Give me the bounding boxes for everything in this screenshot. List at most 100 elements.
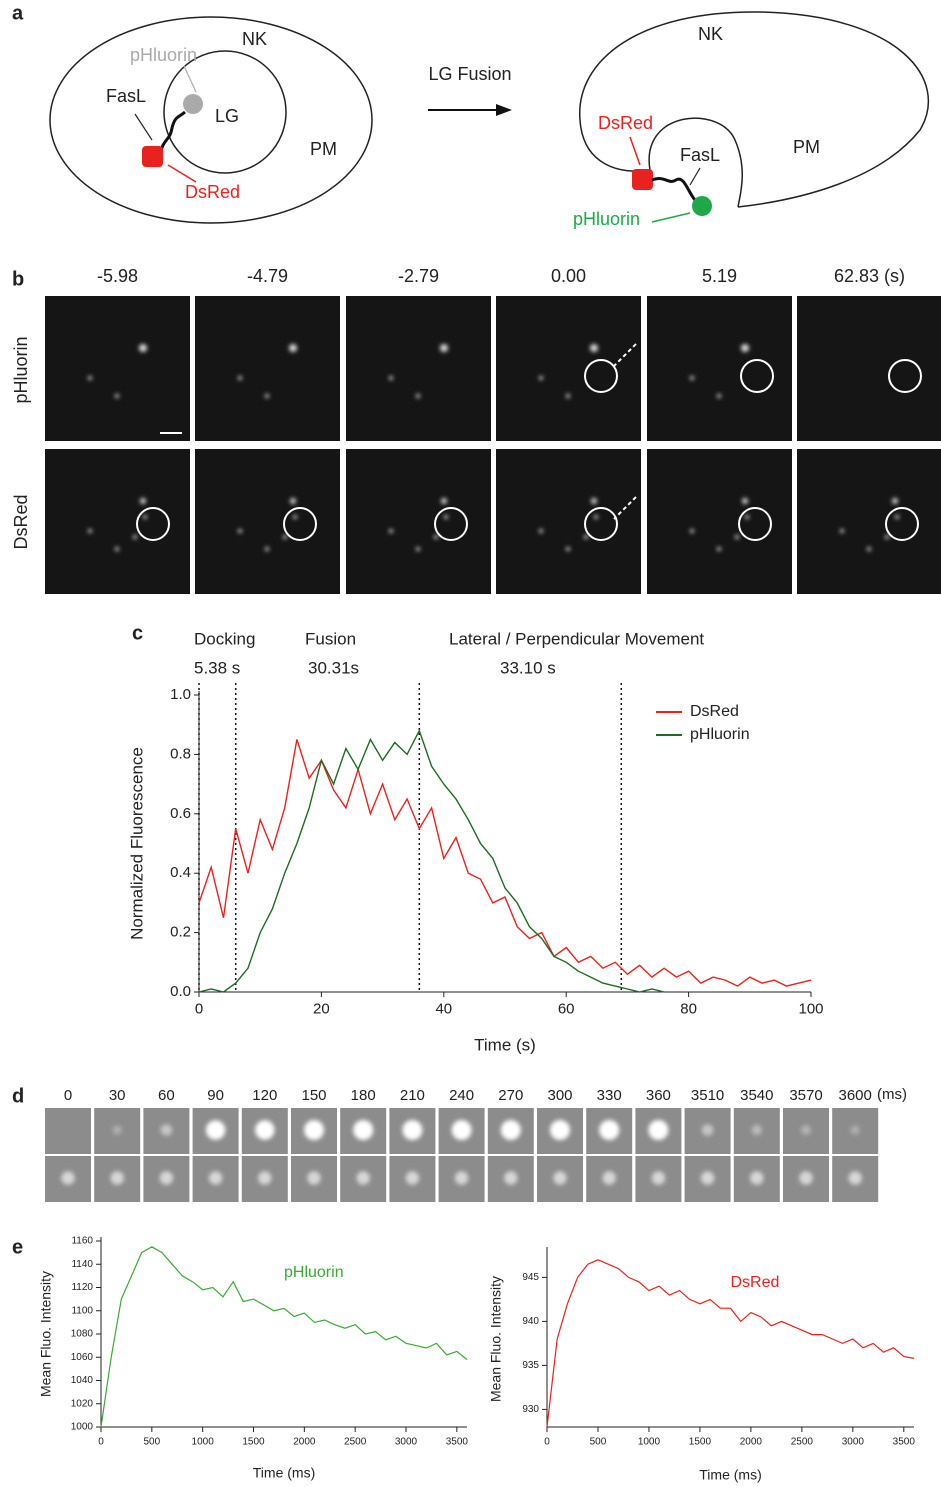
spot: [553, 1171, 567, 1185]
roi-circle: [584, 507, 618, 541]
y-tick-label: 945: [522, 1272, 539, 1283]
spot: [402, 1120, 423, 1140]
x-tick-label: 0: [195, 1000, 203, 1017]
panel-a: a NK pHluorin FasL LG PM DsRed LG Fusion…: [12, 2, 930, 229]
pointer: [183, 65, 197, 93]
y-tick-label: 1020: [71, 1398, 94, 1409]
roi-circle: [584, 359, 618, 393]
label: FasL: [106, 86, 146, 106]
spot: [143, 515, 147, 519]
legend-label: DsRed: [690, 703, 739, 720]
spot: [290, 498, 296, 504]
time-label: 270: [498, 1087, 523, 1104]
phluorin-tag: [692, 196, 712, 216]
label: DsRed: [185, 182, 240, 202]
spot: [88, 376, 92, 380]
spot: [690, 529, 694, 533]
spot: [717, 547, 721, 551]
image-tile: [647, 296, 792, 441]
x-tick-label: 60: [558, 1000, 575, 1017]
time-label: 360: [646, 1087, 671, 1104]
time-label: -2.79: [398, 266, 439, 286]
spot: [895, 515, 899, 519]
panel-label: c: [132, 622, 143, 644]
x-tick-label: 2500: [344, 1437, 367, 1448]
panel-b: b pHluorin DsRed -5.98 -4.79 -2.79 0.00 5.19…: [11, 266, 941, 594]
spot: [504, 1171, 518, 1185]
series-line: [198, 728, 665, 993]
cell-outline: [49, 16, 373, 224]
roi-circle: [136, 507, 170, 541]
spot: [139, 344, 147, 352]
legend-label: pHluorin: [690, 726, 750, 743]
y-tick-label: 1040: [71, 1375, 94, 1386]
time-label: 180: [351, 1087, 376, 1104]
time-label: 210: [400, 1087, 425, 1104]
spot: [742, 498, 748, 504]
x-axis-title: Time (s): [474, 1035, 536, 1054]
spot: [444, 515, 448, 519]
x-tick-label: 80: [680, 1000, 697, 1017]
series-line: [198, 739, 812, 987]
roi-circle: [740, 359, 774, 393]
spot: [700, 1171, 715, 1185]
spot: [160, 1124, 173, 1136]
spot: [110, 1171, 124, 1185]
time-label: -4.79: [247, 266, 288, 286]
spot: [741, 344, 749, 352]
y-tick-label: 1140: [71, 1259, 93, 1270]
spot: [293, 515, 297, 519]
time-label: 3570: [789, 1087, 822, 1104]
spot: [539, 529, 543, 533]
spot: [648, 1120, 669, 1140]
spot: [885, 535, 889, 539]
spot: [356, 1171, 370, 1185]
y-tick-label: 0.6: [170, 805, 191, 822]
spot: [265, 394, 269, 398]
spot: [451, 1120, 472, 1140]
x-tick-label: 500: [590, 1437, 607, 1448]
spot: [701, 1124, 714, 1136]
granule: [163, 50, 287, 174]
panel-d: d (ms) 0 30 60 90 120 150 180 210 240 270 300 330 36…: [12, 1085, 907, 1222]
spot: [590, 344, 598, 352]
fused-granule: [648, 117, 744, 208]
scale-bar: [160, 432, 182, 434]
pointer: [167, 164, 197, 183]
spot: [265, 547, 269, 551]
spot: [441, 498, 447, 504]
y-tick-label: 0.0: [170, 983, 191, 1000]
label: pHluorin: [130, 45, 197, 65]
time-label: 150: [301, 1087, 326, 1104]
x-tick-label: 2000: [293, 1437, 316, 1448]
cell-outline: [579, 11, 930, 208]
x-tick-label: 1500: [689, 1437, 712, 1448]
row-label: pHluorin: [11, 336, 31, 403]
spot: [238, 529, 242, 533]
time-label: 62.83 (s): [834, 266, 905, 286]
x-tick-label: 100: [798, 1000, 823, 1017]
label: LG: [215, 106, 239, 126]
spot: [389, 376, 393, 380]
spot: [566, 547, 570, 551]
spot: [159, 1171, 174, 1185]
time-label: 300: [547, 1087, 572, 1104]
image-tile: [647, 449, 792, 594]
time-label: 30: [109, 1087, 126, 1104]
unit-label: (ms): [877, 1086, 907, 1103]
time-label: 330: [597, 1087, 622, 1104]
spot: [416, 394, 420, 398]
time-label: 0: [64, 1087, 72, 1104]
y-tick-label: 1160: [71, 1236, 93, 1247]
roi-circle: [888, 359, 922, 393]
x-tick-label: 2500: [791, 1437, 814, 1448]
label: PM: [310, 139, 337, 159]
series-label: DsRed: [731, 1274, 780, 1291]
spot: [591, 498, 597, 504]
y-tick-label: 940: [522, 1316, 539, 1327]
spot: [255, 1120, 275, 1140]
arrow-head: [496, 104, 512, 116]
image-tile: [195, 296, 340, 441]
